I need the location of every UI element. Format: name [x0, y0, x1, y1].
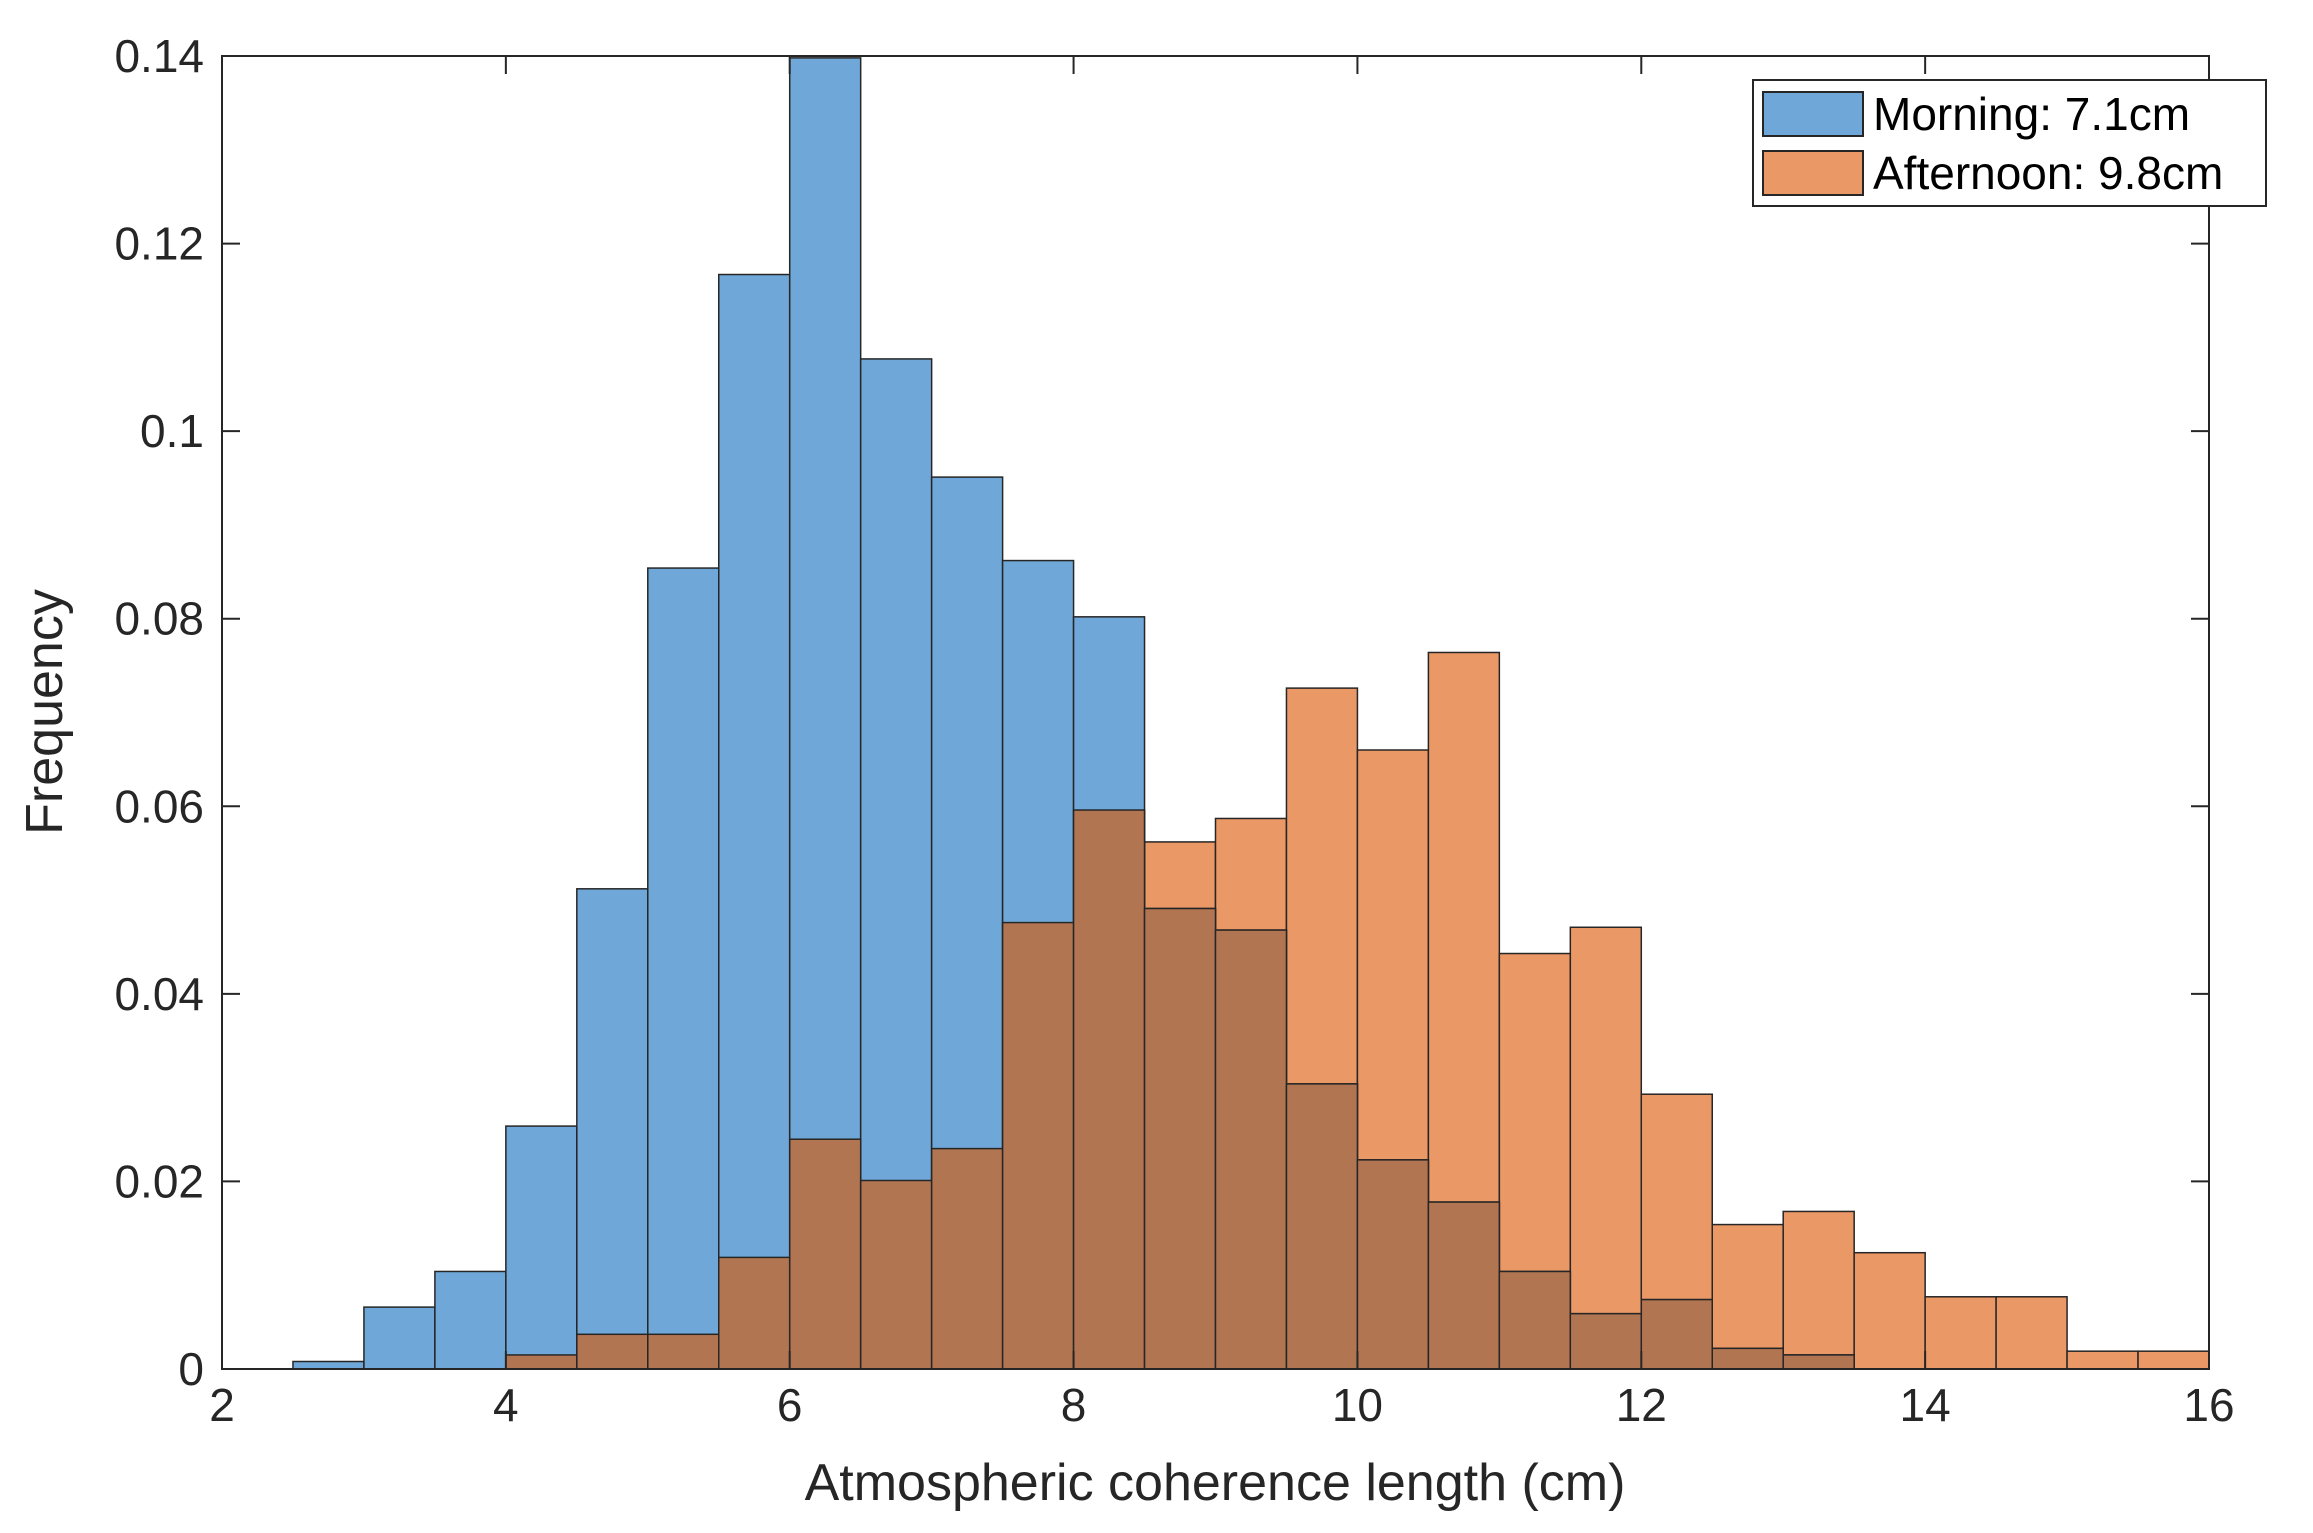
y-axis: 0 0.02 0.04 0.06 0.08 0.1 0.12 0.14 — [114, 30, 2209, 1395]
overlap-bar — [718, 1256, 791, 1370]
y-tick-label: 0 — [178, 1343, 204, 1395]
overlap-bar — [1427, 1201, 1501, 1370]
afternoon-bar — [1995, 1296, 2068, 1370]
overlap-bars — [505, 809, 1855, 1370]
morning-bar — [363, 1306, 436, 1370]
overlap-bar — [576, 1333, 649, 1370]
x-tick-label: 16 — [2183, 1379, 2234, 1431]
x-tick-label: 10 — [1332, 1379, 1383, 1431]
plot-frame — [221, 55, 2210, 1370]
overlap-bar — [1143, 907, 1217, 1370]
morning-bar — [647, 567, 720, 1370]
overlap-bar — [930, 1147, 1004, 1370]
x-axis: 2 4 6 8 10 12 14 16 — [209, 56, 2235, 1431]
overlap-bar — [1782, 1354, 1855, 1370]
morning-bar — [505, 1125, 578, 1370]
overlap-bar — [1498, 1270, 1572, 1370]
y-axis-title: Frequency — [16, 589, 74, 835]
afternoon-bar — [1853, 1251, 1926, 1370]
overlap-bar — [859, 1179, 933, 1370]
morning-bar — [434, 1270, 507, 1370]
afternoon-bar — [1782, 1210, 1855, 1370]
overlap-bar — [1285, 1083, 1359, 1370]
afternoon-bar — [1569, 926, 1643, 1370]
legend-swatch-afternoon — [1762, 150, 1864, 196]
x-tick-label: 4 — [493, 1379, 519, 1431]
morning-bar — [718, 273, 791, 1370]
afternoon-bar — [2137, 1350, 2210, 1370]
overlap-bar — [1214, 929, 1288, 1370]
x-axis-title: Atmospheric coherence length (cm) — [805, 1454, 1626, 1512]
legend-label-morning: Morning: 7.1cm — [1873, 88, 2190, 140]
morning-bar — [576, 888, 649, 1370]
morning-bar — [292, 1360, 365, 1370]
x-tick-label: 12 — [1616, 1379, 1667, 1431]
y-tick-label: 0.02 — [114, 1155, 204, 1207]
legend-label-afternoon: Afternoon: 9.8cm — [1873, 147, 2223, 199]
overlap-bar — [647, 1333, 720, 1370]
overlap-bar — [788, 1138, 862, 1370]
afternoon-bar — [1924, 1296, 1997, 1370]
x-tick-label: 6 — [777, 1379, 803, 1431]
legend: Morning: 7.1cm Afternoon: 9.8cm — [1752, 79, 2267, 207]
overlap-bar — [1640, 1298, 1714, 1370]
overlap-bar — [1569, 1312, 1643, 1370]
overlap-bar — [1072, 809, 1146, 1370]
overlap-bar — [1356, 1159, 1430, 1370]
afternoon-bar — [2066, 1350, 2139, 1370]
afternoon-bar — [1711, 1223, 1784, 1370]
x-tick-label: 2 — [209, 1379, 235, 1431]
y-tick-label: 0.14 — [114, 30, 204, 82]
overlap-bar — [1001, 921, 1075, 1370]
y-tick-label: 0.08 — [114, 593, 204, 645]
y-tick-label: 0.12 — [114, 218, 204, 270]
x-tick-label: 8 — [1061, 1379, 1087, 1431]
overlap-bar — [1711, 1347, 1784, 1370]
legend-swatch-morning — [1762, 91, 1864, 137]
y-tick-label: 0.1 — [140, 405, 204, 457]
y-tick-label: 0.06 — [114, 780, 204, 832]
x-tick-label: 14 — [1900, 1379, 1951, 1431]
overlap-bar — [505, 1354, 578, 1370]
y-tick-label: 0.04 — [114, 968, 204, 1020]
